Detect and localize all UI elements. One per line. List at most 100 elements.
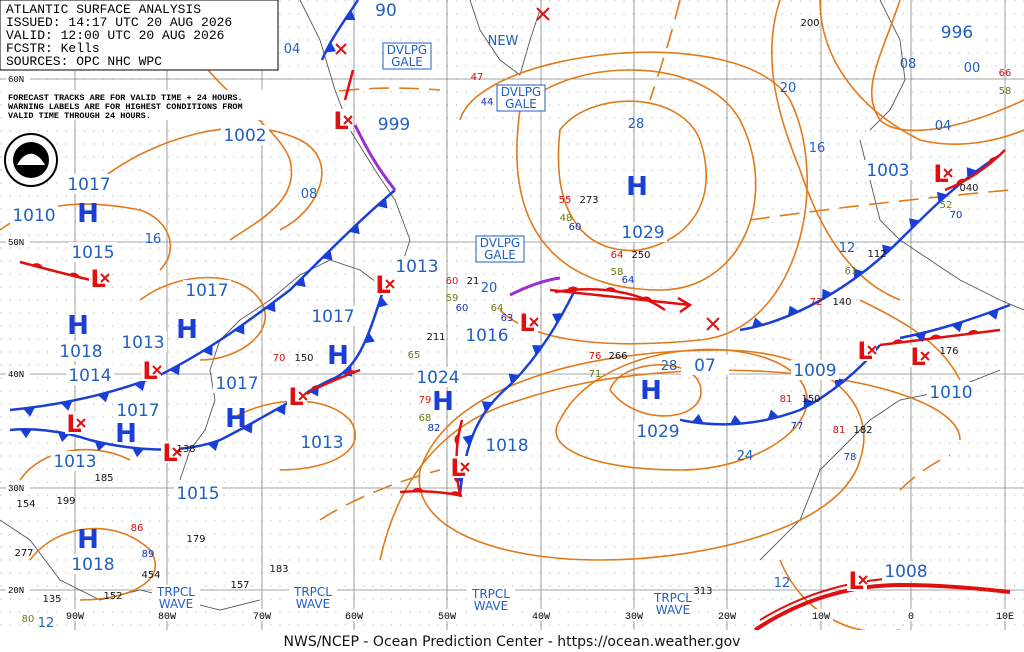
station-value: 48 — [560, 213, 573, 224]
station-value: 60 — [446, 276, 459, 287]
station-value: 52 — [940, 200, 953, 211]
isobar-label: 20 — [481, 281, 498, 296]
pressure-label: 1014 — [68, 366, 111, 386]
station-value: 71 — [589, 369, 602, 380]
warm-front-bump — [449, 491, 462, 496]
station-value: 60 — [456, 303, 469, 314]
note-line: FORECAST TRACKS ARE FOR VALID TIME + 24 … — [8, 93, 243, 103]
low-bg — [932, 162, 952, 184]
station-value: 55 — [559, 195, 572, 206]
station-value: 138 — [176, 444, 195, 455]
isobar-label: 04 — [284, 42, 301, 57]
high-center: H — [432, 387, 454, 417]
pressure-label: 1029 — [621, 223, 664, 243]
high-center: H — [67, 311, 89, 341]
warm-front-bump — [68, 272, 81, 278]
warning-label: TRPCL — [471, 587, 510, 601]
lon-label-bg — [622, 609, 646, 621]
storm-crosses — [335, 7, 720, 331]
cold-front-barb — [966, 167, 977, 178]
warm-front-bump — [891, 339, 904, 344]
cold-front-barb — [364, 332, 375, 344]
station-value: 64 — [491, 303, 504, 314]
low-center: L — [375, 271, 390, 299]
lat-label-bg — [6, 368, 30, 379]
pressure-label: 1016 — [465, 326, 508, 346]
lat-label-bg — [6, 73, 30, 84]
warm-front-bump — [967, 329, 980, 335]
isobar-label: 28 — [628, 117, 645, 132]
low-bg — [449, 456, 469, 478]
cold-front-barb — [729, 414, 742, 425]
pressure-label: 1013 — [121, 333, 164, 353]
station-value: 70 — [950, 210, 963, 221]
low-center: L — [450, 454, 465, 482]
high-center: H — [77, 199, 99, 229]
isobar-label: 20 — [780, 81, 797, 96]
high-center: H — [640, 376, 662, 406]
station-value: 81 — [780, 394, 793, 405]
pressure-label: 1010 — [12, 206, 55, 226]
lon-label: 60W — [345, 612, 363, 623]
warm-front-bump — [604, 287, 617, 292]
pressure-label-bg — [66, 365, 114, 385]
station-value: 47 — [471, 72, 484, 83]
high-center: H — [176, 315, 198, 345]
labels: 90 996 999 1002 1017 1010 1029 1015 1013 1017 1017… — [6, 0, 1017, 631]
footer-bg — [0, 630, 1024, 652]
station-value: 150 — [801, 394, 820, 405]
lon-label: 20W — [718, 612, 736, 623]
low-center: L — [90, 265, 105, 293]
station-value: 81 — [833, 425, 846, 436]
note-line: WARNING LABELS ARE FOR HIGHEST CONDITION… — [8, 102, 243, 112]
lat-label: 50N — [8, 238, 24, 248]
pressure-label: 1018 — [71, 555, 114, 575]
low-bg — [65, 412, 85, 434]
pressure-label: 1018 — [485, 436, 528, 456]
lon-label: 10E — [996, 612, 1014, 623]
isobar-label: 12 — [774, 576, 791, 591]
warning-box — [649, 591, 697, 617]
pressure-label: 1010 — [929, 383, 972, 403]
warm-front-bump — [642, 296, 653, 303]
low-center: L — [333, 107, 348, 135]
isobar-label: 00 — [964, 61, 981, 76]
warm-front-bump — [310, 385, 321, 392]
warning-box — [382, 42, 432, 70]
isobar-label: 12 — [839, 241, 856, 256]
cold-front-barb — [19, 429, 32, 439]
station-value: 112 — [867, 249, 886, 260]
lon-label: 90W — [66, 612, 84, 623]
note-frame — [4, 90, 334, 120]
header-line: SOURCES: OPC NHC WPC — [6, 54, 162, 69]
pressure-label-bg — [362, 0, 410, 20]
low-cross — [172, 447, 182, 457]
station-value: 70 — [273, 353, 286, 364]
warning-label: GALE — [391, 55, 423, 69]
cold-front-barb — [951, 321, 963, 333]
lon-label: 40W — [532, 612, 550, 623]
station-value: 154 — [16, 499, 35, 510]
pressure-label-bg — [882, 561, 930, 581]
lon-label-bg — [993, 609, 1017, 621]
pressure-label: 996 — [941, 23, 973, 43]
pressure-label: 1009 — [793, 361, 836, 381]
high-center: H — [327, 341, 349, 371]
warm-front-bump — [566, 286, 579, 291]
warning-label: GALE — [484, 248, 516, 262]
warm-front-bump — [31, 263, 44, 269]
lat-label: 30N — [8, 484, 24, 494]
pressure-label: 90 — [375, 1, 397, 21]
cold-front-barb — [803, 397, 814, 409]
pressure-label-bg — [619, 222, 667, 242]
lon-label-bg — [899, 609, 923, 621]
pressure-label-bg — [483, 435, 531, 455]
low-center: L — [288, 383, 303, 411]
cold-front-barb — [202, 345, 213, 356]
pressure-label-bg — [927, 382, 975, 402]
cold-front-barb — [481, 401, 493, 412]
lat-label: 40N — [8, 370, 24, 380]
cold-front-barb — [325, 41, 337, 53]
station-value: 150 — [294, 353, 313, 364]
warning-label: WAVE — [296, 597, 330, 611]
